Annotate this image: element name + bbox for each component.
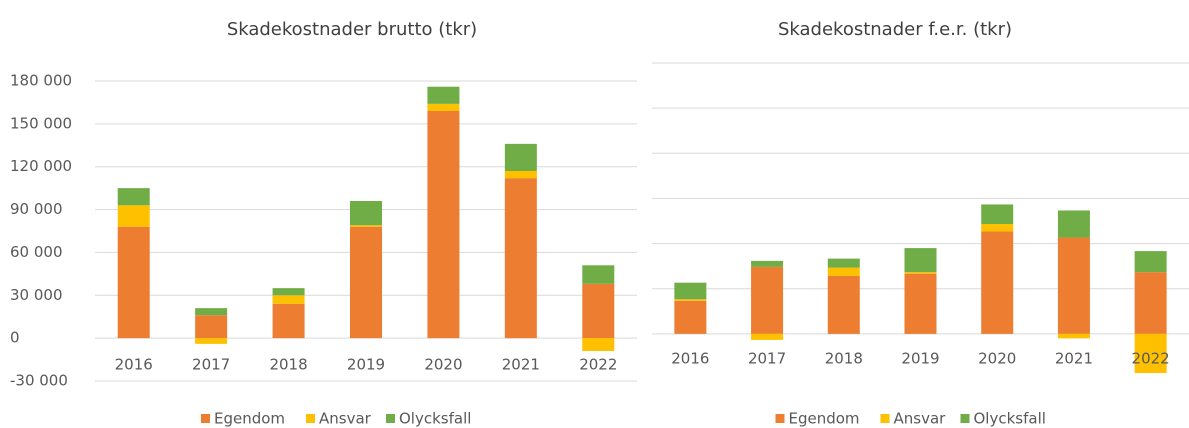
- bar-segment: [904, 248, 937, 273]
- bar-segment: [504, 143, 537, 171]
- bar-segment: [1134, 333, 1167, 373]
- legend-swatch: [960, 414, 970, 423]
- y-tick-label: 30 000: [10, 286, 63, 304]
- bar-segment: [350, 201, 382, 226]
- legend-label: Olycksfall: [399, 410, 471, 428]
- legend-label: Ansvar: [319, 410, 372, 428]
- bar-segment: [582, 265, 615, 284]
- bar-segment: [427, 103, 460, 111]
- bar-segment: [504, 178, 537, 339]
- bar-segment: [1057, 237, 1090, 334]
- chart-title: Skadekostnader brutto (tkr): [227, 19, 477, 40]
- bar-segment: [582, 338, 615, 351]
- bar-segment: [981, 224, 1014, 232]
- x-tick-label: 2022: [1132, 350, 1170, 368]
- bar-segment: [674, 299, 707, 301]
- bar-segment: [751, 266, 784, 334]
- x-tick-label: 2020: [978, 350, 1016, 368]
- x-tick-label: 2022: [579, 356, 617, 374]
- bar-segment: [350, 226, 382, 339]
- bar-segment: [117, 226, 150, 339]
- bar-segment: [751, 260, 784, 267]
- bar-segment: [904, 272, 937, 274]
- bar-segment: [1134, 251, 1167, 273]
- y-tick-label: -30 000: [10, 372, 68, 390]
- bar-segment: [1134, 272, 1167, 334]
- x-tick-label: 2019: [901, 350, 939, 368]
- x-tick-label: 2017: [748, 350, 786, 368]
- legend-label: Egendom: [789, 410, 860, 428]
- x-tick-label: 2021: [502, 356, 540, 374]
- bar-segment: [674, 282, 707, 300]
- legend-swatch: [306, 414, 315, 423]
- bar-segment: [904, 273, 937, 334]
- bar-segment: [981, 204, 1014, 225]
- y-tick-label: 120 000: [10, 157, 72, 175]
- x-tick-label: 2018: [269, 356, 307, 374]
- y-tick-label: 60 000: [10, 243, 63, 261]
- y-tick-label: 90 000: [10, 200, 63, 218]
- legend-label: Egendom: [214, 410, 285, 428]
- bar-segment: [272, 288, 305, 296]
- bar-segment: [1057, 333, 1090, 339]
- bar-segment: [117, 188, 150, 206]
- x-tick-label: 2017: [192, 356, 230, 374]
- bar-segment: [427, 86, 460, 104]
- x-tick-label: 2018: [825, 350, 863, 368]
- legend-swatch: [880, 414, 890, 423]
- legend-label: Olycksfall: [974, 410, 1046, 428]
- legend-swatch: [775, 414, 785, 423]
- chart-title: Skadekostnader f.e.r. (tkr): [778, 19, 1012, 40]
- bar-segment: [117, 205, 150, 227]
- bar-segment: [827, 275, 860, 334]
- y-tick-label: 0: [10, 329, 20, 347]
- bar-segment: [195, 338, 228, 344]
- bar-segment: [827, 267, 860, 276]
- bar-segment: [350, 225, 382, 227]
- legend-label: Ansvar: [894, 410, 947, 428]
- x-tick-label: 2020: [424, 356, 462, 374]
- legend-swatch: [386, 414, 395, 423]
- legend-swatch: [201, 414, 210, 423]
- bar-segment: [427, 111, 460, 339]
- y-tick-label: 180 000: [10, 72, 72, 90]
- x-tick-label: 2021: [1055, 350, 1093, 368]
- x-tick-label: 2016: [671, 350, 709, 368]
- bar-segment: [582, 283, 615, 339]
- bar-segment: [674, 300, 707, 334]
- x-tick-label: 2019: [347, 356, 385, 374]
- bar-segment: [195, 315, 228, 339]
- bar-segment: [751, 333, 784, 340]
- bar-segment: [272, 295, 305, 304]
- bar-segment: [272, 303, 305, 339]
- bar-segment: [1057, 210, 1090, 238]
- x-tick-label: 2016: [115, 356, 153, 374]
- bar-segment: [504, 171, 537, 179]
- bar-segment: [195, 308, 228, 316]
- y-tick-label: 150 000: [10, 114, 72, 132]
- bar-segment: [981, 231, 1014, 334]
- bar-segment: [827, 258, 860, 268]
